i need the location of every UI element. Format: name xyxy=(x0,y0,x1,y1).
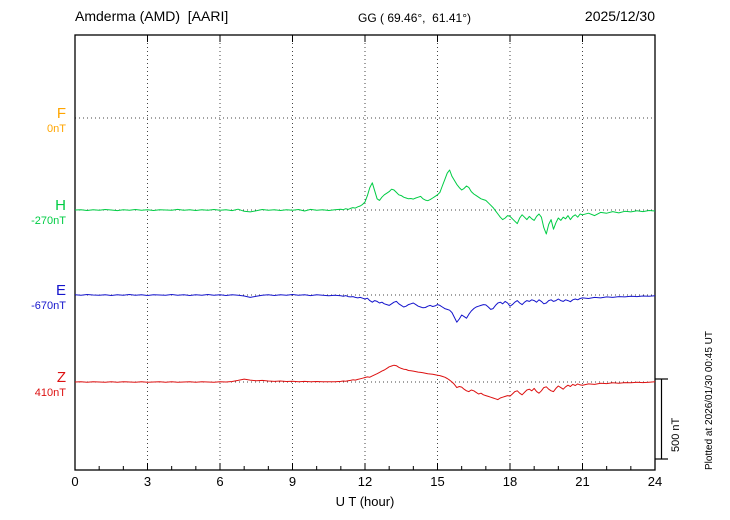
trace-letter-Z: Z xyxy=(56,369,66,386)
x-tick-label: 21 xyxy=(575,474,590,489)
trace-H xyxy=(74,169,656,235)
trace-label-block-H: H -270nT xyxy=(4,198,66,227)
plot-date: 2025/12/30 xyxy=(584,8,655,24)
x-tick-label: 0 xyxy=(71,474,79,489)
trace-baseline-value-H: -270nT xyxy=(31,215,66,227)
plot-frame xyxy=(74,34,656,471)
trace-letter-E: E xyxy=(55,282,66,299)
geographic-coordinates: GG ( 69.46°, 61.41°) xyxy=(358,11,471,25)
trace-baseline-value-E: -670nT xyxy=(31,300,66,312)
x-tick-label: 18 xyxy=(502,474,518,489)
x-tick-label: 12 xyxy=(357,474,373,489)
x-tick-label: 24 xyxy=(647,474,663,489)
plotted-at-note: Plotted at 2026/01/30 00:45 UT xyxy=(704,331,715,470)
trace-baseline-value-F: 0nT xyxy=(47,123,66,135)
x-tick-label: 9 xyxy=(288,474,297,489)
x-tick-label: 6 xyxy=(216,474,224,489)
scale-bar-label: 500 nT xyxy=(670,417,682,452)
trace-E xyxy=(74,294,656,323)
trace-label-block-Z: Z 410nT xyxy=(4,370,66,399)
trace-letter-F: F xyxy=(56,105,66,122)
x-axis-label: U T (hour) xyxy=(335,494,395,509)
trace-label-block-F: F 0nT xyxy=(4,106,66,135)
trace-letter-H: H xyxy=(55,197,66,214)
x-tick-label: 3 xyxy=(143,474,152,489)
trace-label-block-E: E -670nT xyxy=(4,283,66,312)
x-tick-label: 15 xyxy=(430,474,445,489)
station-title: Amderma (AMD) [AARI] xyxy=(75,8,229,24)
trace-Z xyxy=(74,364,656,401)
trace-baseline-value-Z: 410nT xyxy=(34,387,66,399)
